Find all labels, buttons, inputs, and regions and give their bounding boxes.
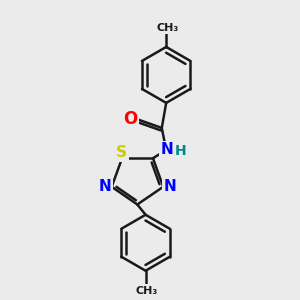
Text: O: O <box>123 110 137 128</box>
Text: H: H <box>175 145 187 158</box>
Text: N: N <box>164 179 176 194</box>
Text: S: S <box>116 146 127 160</box>
Text: N: N <box>99 179 112 194</box>
Text: CH₃: CH₃ <box>136 286 158 296</box>
Text: N: N <box>160 142 173 158</box>
Text: CH₃: CH₃ <box>157 23 179 33</box>
